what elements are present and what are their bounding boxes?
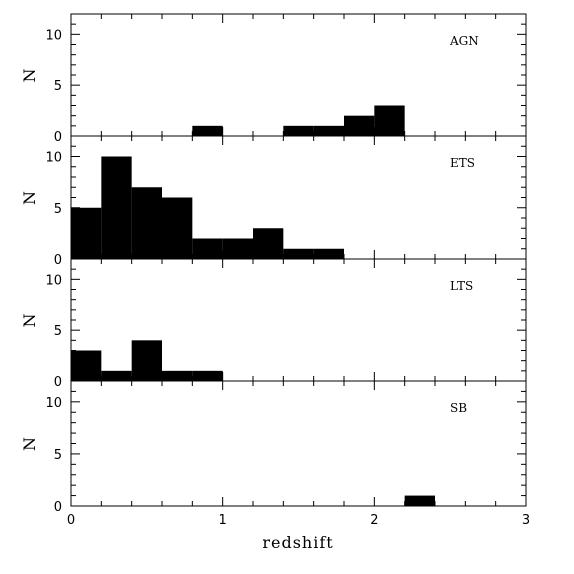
x-tick-label: 2 [370, 513, 378, 528]
bar-ets-4 [192, 238, 223, 259]
bar-agn-8 [313, 125, 344, 136]
bar-lts-3 [162, 370, 193, 381]
y-tick-label: 5 [54, 448, 62, 463]
y-tick-label: 5 [54, 79, 62, 94]
panel-frame [70, 380, 527, 507]
y-axis-label: N [20, 68, 39, 83]
panel-ets: 0 5 10 N ETS [20, 135, 527, 268]
x-tick-label: 1 [219, 513, 227, 528]
y-tick-label: 10 [45, 151, 62, 166]
y-tick-label: 0 [54, 130, 62, 145]
y-tick-label: 0 [54, 375, 62, 390]
panels-group: 0 5 10 N AGN 0 5 10 N ETS 0 5 10 N LTS 0 5 10 N SB [20, 13, 527, 515]
x-tick-label: 0 [67, 513, 75, 528]
bar-ets-3 [162, 197, 193, 259]
bar-lts-0 [71, 350, 102, 381]
y-tick-label: 0 [54, 253, 62, 268]
x-axis-label: redshift [262, 533, 333, 552]
bar-ets-5 [222, 238, 253, 259]
x-tick-label: 3 [522, 513, 530, 528]
bar-lts-4 [192, 370, 223, 381]
y-tick-label: 0 [54, 500, 62, 515]
panel-label: ETS [450, 156, 475, 170]
panel-lts: 0 5 10 N LTS [20, 258, 527, 390]
panel-label: AGN [449, 34, 479, 48]
bar-agn-10 [374, 105, 405, 136]
bar-ets-1 [101, 156, 132, 259]
bar-sb-11 [404, 495, 435, 506]
panel-sb: 0 5 10 N SB [20, 380, 527, 515]
bar-ets-7 [283, 248, 314, 259]
bar-agn-9 [344, 115, 375, 136]
y-tick-label: 10 [45, 28, 62, 43]
panel-label: SB [450, 401, 467, 415]
y-axis-label: N [20, 436, 39, 451]
bar-lts-2 [131, 340, 162, 381]
y-tick-label: 10 [45, 396, 62, 411]
bar-agn-4 [192, 125, 223, 136]
bar-ets-8 [313, 248, 344, 259]
bar-lts-1 [101, 370, 132, 381]
panel-label: LTS [450, 279, 473, 293]
y-axis-label: N [20, 190, 39, 205]
y-tick-label: 5 [54, 202, 62, 217]
bar-agn-7 [283, 125, 314, 136]
y-tick-label: 5 [54, 324, 62, 339]
bar-ets-6 [253, 228, 284, 259]
y-axis-label: N [20, 313, 39, 328]
bar-ets-0 [71, 207, 102, 259]
panel-agn: 0 5 10 N AGN [20, 13, 527, 145]
bar-ets-2 [131, 187, 162, 259]
x-tick-labels: 0 1 2 3 [67, 513, 530, 528]
panel-frame [70, 13, 527, 137]
y-tick-label: 10 [45, 273, 62, 288]
